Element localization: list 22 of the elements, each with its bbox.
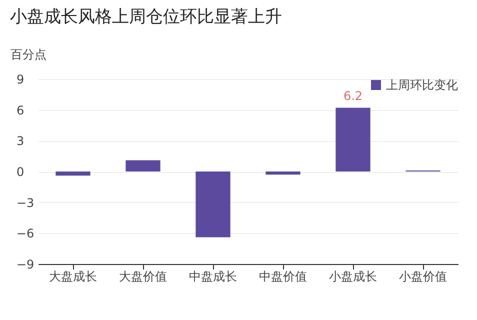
y-axis-title: 百分点 [10, 48, 46, 62]
x-tick-label: 大盘成长 [49, 270, 97, 284]
x-tick-label: 中盘价值 [259, 270, 307, 284]
bar [266, 172, 300, 175]
y-tick-label: −6 [16, 226, 34, 241]
y-tick-label: −9 [16, 258, 34, 272]
chart-title: 小盘成长风格上周仓位环比显著上升 [10, 7, 282, 27]
y-tick-label: 3 [16, 134, 24, 148]
bar [336, 108, 370, 172]
y-tick-label: 9 [16, 72, 24, 86]
bar [196, 172, 230, 238]
x-tick-label: 大盘价值 [119, 270, 167, 284]
bar [56, 172, 90, 176]
x-tick-label: 小盘价值 [399, 270, 447, 284]
y-tick-label: 0 [16, 165, 24, 179]
legend-label: 上周环比变化 [386, 78, 458, 92]
y-tick-label: 6 [16, 103, 24, 118]
x-tick-label: 中盘成长 [189, 270, 237, 284]
data-label: 6.2 [343, 88, 363, 103]
bar [126, 160, 160, 172]
x-tick-label: 小盘成长 [329, 270, 377, 284]
y-tick-label: −3 [16, 196, 34, 210]
